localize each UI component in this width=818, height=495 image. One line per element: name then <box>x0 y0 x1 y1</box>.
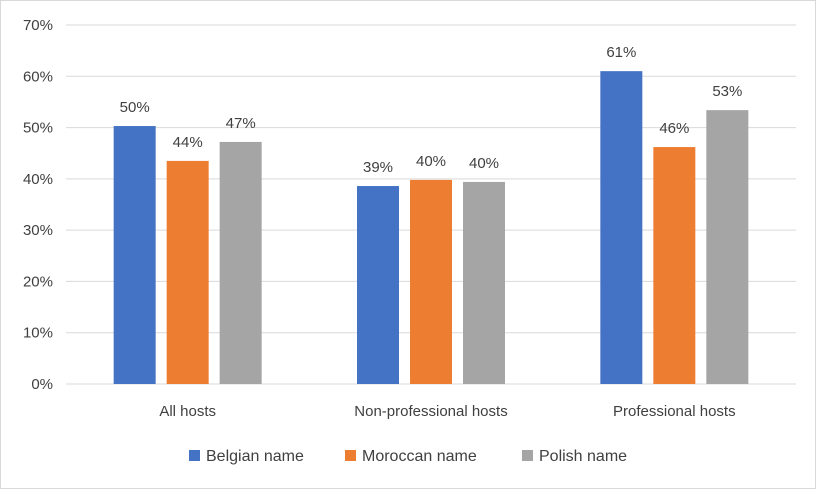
data-label: 46% <box>659 120 689 137</box>
data-label: 53% <box>712 83 742 100</box>
legend: Belgian name Moroccan name Polish name <box>189 448 627 465</box>
bar-belgian-name <box>357 186 399 384</box>
bar-polish-name <box>219 141 262 384</box>
legend-swatch <box>522 450 533 461</box>
legend-label: Moroccan name <box>362 448 477 465</box>
bars <box>113 71 749 385</box>
legend-swatch <box>189 450 200 461</box>
y-tick-label: 20% <box>23 273 53 290</box>
y-tick-label: 70% <box>23 17 53 34</box>
bar-moroccan-name <box>410 179 452 384</box>
legend-swatch <box>345 450 356 461</box>
bar-belgian-name <box>600 71 643 385</box>
data-label: 40% <box>469 155 499 172</box>
category-labels: All hosts Non-professional hosts Professio… <box>159 403 735 420</box>
legend-label: Belgian name <box>206 448 304 465</box>
data-label: 61% <box>606 44 636 61</box>
y-tick-label: 10% <box>23 325 53 342</box>
data-label: 50% <box>120 99 150 116</box>
data-label: 39% <box>363 159 393 176</box>
y-tick-label: 0% <box>31 376 53 393</box>
y-tick-label: 40% <box>23 171 53 188</box>
bar-moroccan-name <box>166 160 209 384</box>
legend-label: Polish name <box>539 448 627 465</box>
bar-polish-name <box>463 181 505 384</box>
category-label: Non-professional hosts <box>354 403 507 420</box>
category-label: Professional hosts <box>613 403 736 420</box>
bar-moroccan-name <box>653 147 696 384</box>
data-label: 40% <box>416 153 446 170</box>
y-tick-label: 30% <box>23 222 53 239</box>
y-tick-label: 50% <box>23 120 53 137</box>
category-label: All hosts <box>159 403 216 420</box>
data-label: 47% <box>226 115 256 132</box>
data-labels: 50% 44% 47% 39% 40% 40% 61% 46% 53% <box>120 44 743 176</box>
data-label: 44% <box>173 134 203 151</box>
bar-polish-name <box>706 110 749 385</box>
y-axis-ticks: 0% 10% 20% 30% 40% 50% 60% 70% <box>23 17 53 393</box>
bar-belgian-name <box>113 126 156 384</box>
y-tick-label: 60% <box>23 68 53 85</box>
